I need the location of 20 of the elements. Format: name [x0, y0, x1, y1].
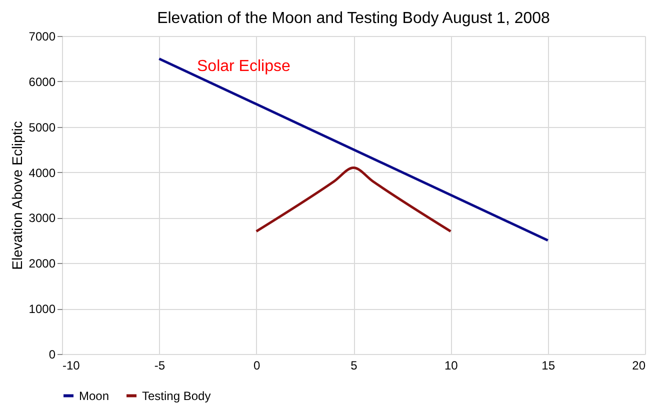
x-tick-label: -5 [154, 358, 166, 372]
x-tick-label: -10 [62, 358, 80, 372]
y-tick-label: 1000 [28, 302, 56, 316]
legend-label: Testing Body [142, 388, 211, 403]
y-tick-label: 5000 [28, 120, 56, 134]
y-tick-label: 7000 [28, 30, 56, 44]
x-tick-label: 0 [253, 358, 260, 372]
x-tick-label: 5 [350, 358, 358, 372]
y-axis-title: Elevation Above Ecliptic [8, 121, 25, 270]
x-tick-label: 10 [444, 358, 458, 372]
x-tick-label: 15 [542, 358, 556, 372]
chart-title: Elevation of the Moon and Testing Body August 1, 2008 [157, 10, 550, 27]
legend-label: Moon [79, 388, 110, 403]
annotation: Solar Eclipse [197, 58, 290, 75]
y-tick-label: 3000 [28, 211, 56, 226]
y-tick-label: 2000 [28, 256, 56, 271]
x-tick-label: 20 [632, 358, 646, 372]
y-tick-label: 6000 [28, 74, 56, 89]
y-tick-label: 4000 [28, 166, 56, 180]
y-tick-label: 0 [48, 348, 56, 362]
